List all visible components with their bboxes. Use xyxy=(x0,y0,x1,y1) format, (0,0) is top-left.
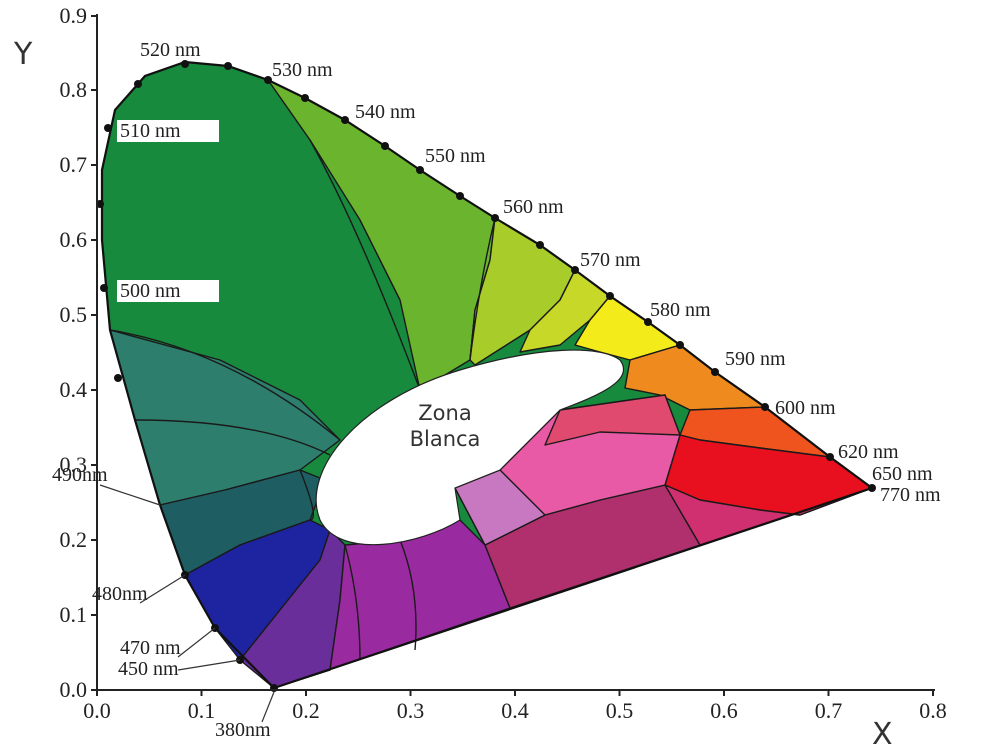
y-tick-label: 0.1 xyxy=(60,602,88,627)
wavelength-label: 600 nm xyxy=(775,397,836,419)
label-leader xyxy=(99,484,161,506)
wavelength-label: 770 nm xyxy=(880,484,941,506)
x-tick-label: 0.4 xyxy=(501,698,529,723)
wavelength-label: 570 nm xyxy=(580,249,641,271)
label-box xyxy=(117,120,219,142)
y-tick-label: 0.3 xyxy=(60,452,88,477)
wavelength-label: 590 nm xyxy=(725,348,786,370)
y-tick-label: 0.6 xyxy=(60,227,88,252)
x-tick-label: 0.8 xyxy=(919,698,947,723)
wavelength-label: 520 nm xyxy=(140,39,201,61)
wavelength-label: 650 nm xyxy=(872,463,933,485)
wavelength-dot xyxy=(134,80,142,88)
wavelength-dot xyxy=(100,284,108,292)
wavelength-dot xyxy=(104,124,112,132)
wavelength-label: 550 nm xyxy=(425,145,486,167)
wavelength-label: 560 nm xyxy=(503,196,564,218)
label-leader xyxy=(139,574,186,604)
x-tick-label: 0.7 xyxy=(815,698,843,723)
wavelength-label: 620 nm xyxy=(838,441,899,463)
x-tick-label: 0.2 xyxy=(292,698,320,723)
white-zone-line1: Zona xyxy=(418,401,471,425)
color-regions xyxy=(101,61,873,689)
wavelength-dot xyxy=(224,62,232,70)
y-tick-label: 0.5 xyxy=(60,302,88,327)
wavelength-dot xyxy=(868,484,876,492)
white-zone: Zona Blanca xyxy=(315,349,625,546)
wavelength-label: 540 nm xyxy=(355,101,416,123)
wavelength-dot xyxy=(301,94,309,102)
y-tick-label: 0.4 xyxy=(60,377,88,402)
y-tick-label: 0.7 xyxy=(60,152,88,177)
wavelength-dot xyxy=(114,374,122,382)
wavelength-label: 490nm xyxy=(52,464,108,486)
label-leader xyxy=(177,627,216,658)
y-tick-label: 0.0 xyxy=(60,677,88,702)
label-leader xyxy=(177,659,241,671)
wavelength-dot xyxy=(571,266,579,274)
x-tick-label: 0.5 xyxy=(606,698,634,723)
wavelength-dot xyxy=(264,76,272,84)
wavelength-dot xyxy=(416,166,424,174)
wavelength-dot xyxy=(381,142,389,150)
wavelength-labels: 520 nm 530 nm 540 nm 550 nm 560 nm 570 nm 580 … xyxy=(52,39,941,741)
wavelength-label: 470 nm xyxy=(120,637,181,659)
wavelength-dot xyxy=(491,214,499,222)
wavelength-label: 580 nm xyxy=(650,299,711,321)
x-axis-title: X xyxy=(872,717,893,746)
wavelength-dot xyxy=(536,241,544,249)
wavelength-label: 510 nm xyxy=(120,120,181,142)
wavelength-label: 380nm xyxy=(215,719,271,741)
wavelength-dot xyxy=(826,453,834,461)
wavelength-dot xyxy=(676,341,684,349)
wavelength-dot xyxy=(181,60,189,68)
y-axis-title: Y xyxy=(13,37,33,72)
label-leader xyxy=(261,691,275,723)
wavelength-dot xyxy=(644,318,652,326)
region-rose xyxy=(544,394,681,446)
wavelength-label: 450 nm xyxy=(118,658,179,680)
wavelength-dot xyxy=(456,192,464,200)
wavelength-dot xyxy=(711,368,719,376)
y-tick-label: 0.2 xyxy=(60,527,88,552)
white-zone-line2: Blanca xyxy=(410,427,481,451)
wavelength-dot xyxy=(341,116,349,124)
label-box xyxy=(117,280,219,302)
wavelength-label: 530 nm xyxy=(272,59,333,81)
y-tick-label: 0.8 xyxy=(60,77,88,102)
x-tick-label: 0.1 xyxy=(188,698,216,723)
wavelength-dot xyxy=(606,292,614,300)
y-tick-label: 0.9 xyxy=(60,3,88,28)
x-tick-label: 0.3 xyxy=(397,698,425,723)
axes: 0.0 0.1 0.2 0.3 0.4 0.5 0.6 0.7 0.8 0.9 0.0 0.1 0.2… xyxy=(13,3,947,746)
wavelength-dot xyxy=(761,403,769,411)
x-tick-label: 0.6 xyxy=(710,698,738,723)
x-tick-label: 0.0 xyxy=(83,698,111,723)
wavelength-label: 480nm xyxy=(92,583,148,605)
wavelength-label: 500 nm xyxy=(120,280,181,302)
